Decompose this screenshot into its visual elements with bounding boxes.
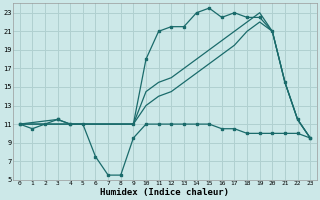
- X-axis label: Humidex (Indice chaleur): Humidex (Indice chaleur): [100, 188, 229, 197]
